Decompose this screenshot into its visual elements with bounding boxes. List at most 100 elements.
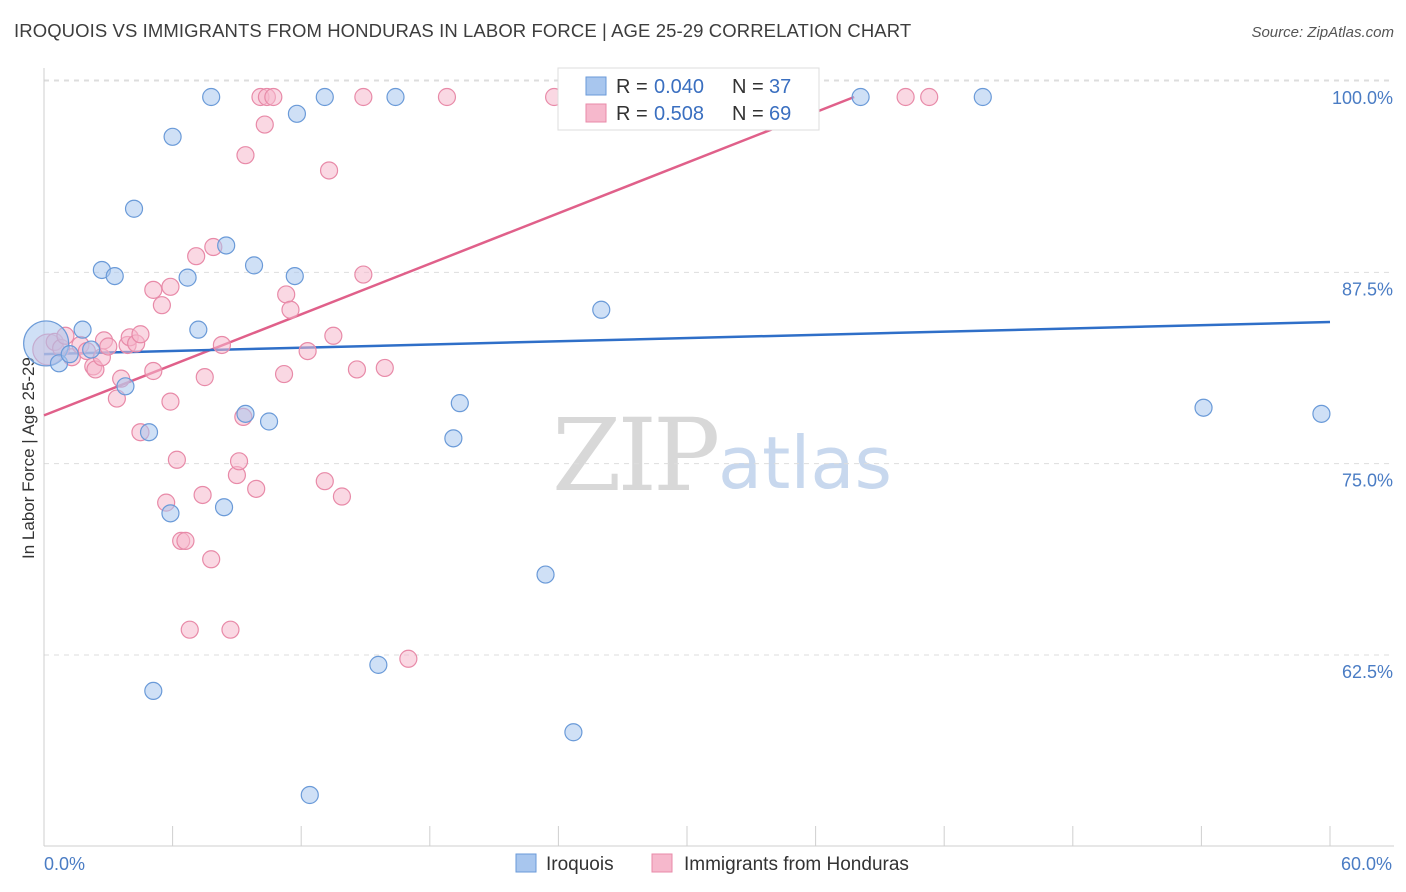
honduras-point — [193, 485, 212, 505]
bottom-legend-swatch-iroquois — [515, 853, 537, 873]
honduras-point — [99, 337, 118, 356]
honduras-point — [920, 87, 939, 107]
honduras-point — [212, 335, 231, 355]
iroquois-point — [116, 377, 135, 396]
iroquois-point — [1312, 404, 1331, 423]
honduras-point — [274, 364, 294, 384]
honduras-point — [399, 649, 418, 668]
honduras-point — [315, 472, 334, 491]
trend-line-iroquois — [43, 320, 1331, 356]
honduras-point — [354, 265, 373, 284]
bottom-legend-label-honduras: Immigrants from Honduras — [684, 854, 909, 875]
honduras-point — [324, 326, 343, 345]
honduras-point — [298, 341, 317, 361]
iroquois-point — [285, 266, 304, 286]
legend-swatch-honduras — [585, 103, 607, 123]
iroquois-point — [851, 87, 870, 107]
honduras-point — [264, 87, 283, 107]
honduras-point — [195, 368, 214, 387]
honduras-point — [255, 115, 274, 134]
y-tick-label: 62.5% — [1342, 662, 1393, 682]
y-axis-tick-labels: 62.5% 75.0% 87.5% 100.0% — [1332, 88, 1393, 682]
honduras-point — [247, 479, 266, 498]
correlation-legend: R = 0.040 N = 37 R = 0.508 N = 69 — [557, 67, 820, 131]
honduras-point — [202, 550, 221, 569]
iroquois-point — [236, 404, 255, 423]
honduras-point — [152, 296, 171, 315]
honduras-point — [167, 450, 186, 469]
legend-r-value-honduras: 0.508 — [654, 103, 704, 125]
y-tick-label: 100.0% — [1332, 88, 1393, 108]
legend-n-label-iroquois: N = — [732, 76, 764, 98]
y-tick-label: 75.0% — [1342, 471, 1393, 491]
honduras-point — [332, 487, 352, 506]
honduras-point — [319, 161, 339, 180]
iroquois-point — [124, 199, 144, 218]
legend-r-value-iroquois: 0.040 — [654, 76, 704, 98]
iroquois-point — [386, 87, 405, 107]
iroquois-point — [217, 236, 236, 255]
trend-line-honduras — [43, 95, 855, 417]
watermark: ZIP atlas — [552, 397, 892, 514]
honduras-point — [180, 620, 199, 639]
iroquois-point — [214, 498, 234, 517]
iroquois-point — [105, 266, 124, 286]
watermark-zip: ZIP — [552, 397, 717, 514]
gridlines — [44, 79, 1394, 656]
honduras-point — [187, 247, 206, 266]
x-tick-label-min: 0.0% — [44, 854, 85, 874]
iroquois-point — [564, 723, 583, 742]
iroquois-point — [178, 268, 197, 287]
iroquois-point — [189, 320, 208, 339]
legend-n-label-honduras: N = — [732, 103, 764, 125]
series-honduras-points — [32, 87, 939, 668]
iroquois-point — [300, 785, 319, 805]
iroquois-point — [536, 565, 555, 584]
iroquois-point — [144, 681, 163, 700]
watermark-atlas: atlas — [718, 421, 892, 505]
chart-title: IROQUOIS VS IMMIGRANTS FROM HONDURAS IN … — [14, 20, 912, 41]
legend-n-value-iroquois: 37 — [769, 76, 791, 98]
honduras-point — [176, 531, 195, 550]
axes — [43, 68, 1394, 847]
y-tick-label: 87.5% — [1342, 279, 1393, 299]
iroquois-point — [73, 320, 92, 339]
honduras-point — [347, 360, 367, 379]
honduras-point — [161, 277, 180, 296]
iroquois-point — [973, 87, 992, 107]
legend-r-label-iroquois: R = — [616, 76, 648, 98]
legend-r-label-honduras: R = — [616, 103, 648, 125]
bottom-legend-label-iroquois: Iroquois — [546, 854, 614, 875]
iroquois-point — [60, 345, 79, 364]
x-tick-label-max: 60.0% — [1341, 854, 1392, 874]
honduras-point — [354, 87, 373, 107]
honduras-point — [277, 285, 296, 304]
honduras-point — [236, 146, 255, 165]
honduras-point — [375, 358, 394, 378]
iroquois-point — [369, 655, 388, 674]
honduras-point — [161, 392, 180, 411]
honduras-point — [144, 280, 163, 299]
chart-source: Source: ZipAtlas.com — [1251, 24, 1394, 41]
iroquois-point — [244, 256, 264, 275]
iroquois-point — [287, 104, 307, 123]
iroquois-point — [450, 394, 469, 413]
iroquois-point — [202, 87, 221, 107]
iroquois-point — [161, 504, 180, 523]
iroquois-point — [444, 429, 463, 448]
iroquois-point — [139, 423, 159, 442]
series-iroquois-points — [23, 87, 1331, 805]
honduras-point — [896, 87, 915, 107]
legend-swatch-iroquois — [585, 76, 607, 96]
iroquois-point — [82, 340, 101, 359]
iroquois-point — [592, 300, 611, 319]
honduras-point — [221, 620, 240, 639]
iroquois-point — [1194, 398, 1213, 417]
iroquois-point — [163, 127, 182, 146]
legend-n-value-honduras: 69 — [769, 103, 791, 125]
honduras-point — [281, 300, 300, 319]
honduras-point — [131, 325, 150, 344]
series-legend: Iroquois Immigrants from Honduras — [515, 853, 909, 875]
honduras-point — [229, 452, 249, 471]
